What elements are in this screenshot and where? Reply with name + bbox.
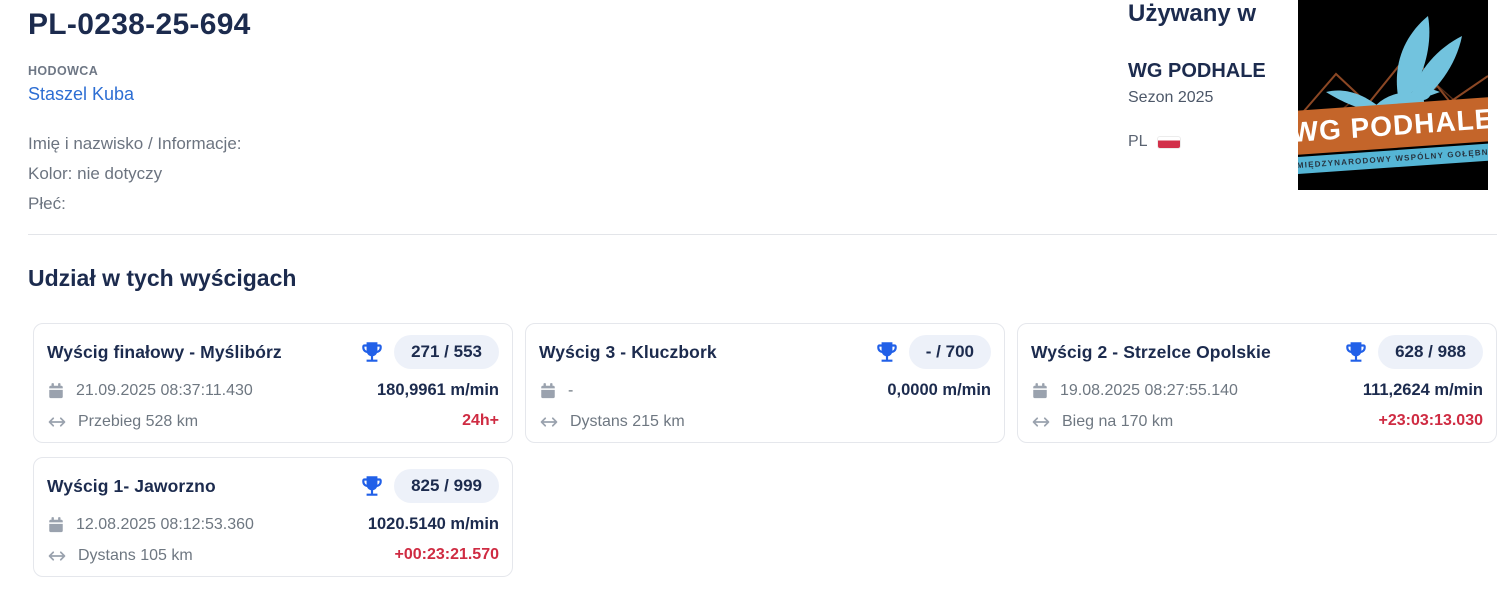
race-title: Wyścig finałowy - Myślibórz (47, 341, 282, 362)
double-arrow-icon (539, 415, 559, 429)
race-time-diff: 24h+ (462, 412, 499, 429)
mountains-outline (1298, 50, 1488, 119)
race-speed: 0,0000 m/min (887, 381, 991, 399)
country-row: PL (1128, 133, 1293, 151)
race-title: Wyścig 3 - Kluczbork (539, 341, 717, 362)
section-divider (28, 234, 1497, 235)
info-name-line: Imię i nazwisko / Informacje: (28, 134, 242, 153)
race-rank: - / 700 (874, 335, 991, 369)
race-card[interactable]: Wyścig 1- Jaworzno 825 / 999 (33, 457, 513, 577)
race-card-distance-row: Bieg na 170 km +23:03:13.030 (1031, 412, 1483, 431)
double-arrow-icon (1031, 415, 1051, 429)
race-card-title-row: Wyścig 1- Jaworzno 825 / 999 (47, 469, 499, 503)
race-datetime: 19.08.2025 08:27:55.140 (1060, 381, 1238, 399)
race-card-distance-row: Dystans 215 km (539, 412, 991, 431)
club-logo[interactable]: WG PODHALE MIĘDZYNARODOWY WSPÓLNY GOŁĘBN… (1298, 0, 1488, 190)
season-label: Sezon 2025 (1128, 89, 1214, 106)
rank-badge: 271 / 553 (394, 335, 499, 369)
race-card[interactable]: Wyścig finałowy - Myślibórz 271 / 553 (33, 323, 513, 443)
info-color-line: Kolor: nie dotyczy (28, 164, 163, 183)
race-datetime-wrap: - (539, 382, 573, 400)
race-time-diff: +23:03:13.030 (1378, 412, 1483, 429)
race-datetime: - (568, 381, 574, 399)
rank-badge: - / 700 (908, 335, 991, 369)
race-time-diff: +00:23:21.570 (394, 546, 499, 563)
race-card-title-row: Wyścig 2 - Strzelce Opolskie 628 / 988 (1031, 335, 1483, 369)
race-card-date-row: - 0,0000 m/min (539, 381, 991, 400)
rank-badge: 825 / 999 (394, 469, 499, 503)
trophy-icon (359, 473, 385, 499)
rank-badge: 628 / 988 (1378, 335, 1483, 369)
race-card-date-row: 19.08.2025 08:27:55.140 111,2624 m/min (1031, 381, 1483, 400)
race-datetime-wrap: 19.08.2025 08:27:55.140 (1031, 382, 1238, 400)
race-rank: 825 / 999 (359, 469, 499, 503)
race-card-distance-row: Dystans 105 km +00:23:21.570 (47, 546, 499, 565)
double-arrow-icon (47, 415, 67, 429)
calendar-icon (47, 516, 65, 534)
race-card[interactable]: Wyścig 2 - Strzelce Opolskie 628 / 988 (1017, 323, 1497, 443)
race-cards-grid: Wyścig finałowy - Myślibórz 271 / 553 (33, 323, 1497, 577)
race-datetime-wrap: 12.08.2025 08:12:53.360 (47, 516, 254, 534)
used-in-heading: Używany w (1128, 0, 1257, 27)
race-distance: Bieg na 170 km (1062, 412, 1174, 430)
page-title: PL-0238-25-694 (28, 8, 251, 41)
poland-flag-icon (1156, 135, 1181, 149)
breeder-link[interactable]: Staszel Kuba (28, 84, 135, 104)
trophy-icon (359, 339, 385, 365)
race-distance-wrap: Dystans 215 km (539, 413, 685, 431)
race-distance: Dystans 215 km (570, 412, 685, 430)
double-arrow-icon (47, 549, 67, 563)
calendar-icon (1031, 382, 1049, 400)
header: PL-0238-25-694 HODOWCA Staszel Kuba Imię… (28, 8, 1500, 228)
country-code: PL (1128, 133, 1148, 150)
race-card-distance-row: Przebieg 528 km 24h+ (47, 412, 499, 431)
calendar-icon (47, 382, 65, 400)
race-rank: 271 / 553 (359, 335, 499, 369)
race-distance: Dystans 105 km (78, 546, 193, 564)
breeder-label: HODOWCA (28, 64, 99, 78)
race-title: Wyścig 1- Jaworzno (47, 475, 216, 496)
race-datetime: 21.09.2025 08:37:11.430 (76, 381, 253, 399)
race-card-title-row: Wyścig 3 - Kluczbork - / 700 (539, 335, 991, 369)
race-distance-wrap: Bieg na 170 km (1031, 413, 1173, 431)
logo-banner-text: WG PODHALE (1298, 102, 1488, 149)
used-in-panel: Używany w WG PODHALE Sezon 2025 PL (1128, 0, 1293, 151)
race-speed: 1020.5140 m/min (367, 515, 499, 533)
calendar-icon (539, 382, 557, 400)
race-card-date-row: 21.09.2025 08:37:11.430 180,9961 m/min (47, 381, 499, 400)
trophy-icon (1343, 339, 1369, 365)
race-rank: 628 / 988 (1343, 335, 1483, 369)
race-title: Wyścig 2 - Strzelce Opolskie (1031, 341, 1271, 362)
race-distance-wrap: Dystans 105 km (47, 547, 193, 565)
race-speed: 111,2624 m/min (1362, 381, 1483, 399)
race-distance: Przebieg 528 km (78, 412, 199, 430)
race-datetime-wrap: 21.09.2025 08:37:11.430 (47, 382, 253, 400)
races-section-heading: Udział w tych wyścigach (28, 265, 297, 291)
race-speed: 180,9961 m/min (377, 381, 499, 399)
race-card[interactable]: Wyścig 3 - Kluczbork - / 700 (525, 323, 1005, 443)
race-card-date-row: 12.08.2025 08:12:53.360 1020.5140 m/min (47, 515, 499, 534)
race-distance-wrap: Przebieg 528 km (47, 413, 198, 431)
race-card-title-row: Wyścig finałowy - Myślibórz 271 / 553 (47, 335, 499, 369)
trophy-icon (874, 339, 900, 365)
pigeon-info: Imię i nazwisko / Informacje: Kolor: nie… (28, 129, 1500, 219)
info-sex-line: Płeć: (28, 194, 66, 213)
club-name: WG PODHALE (1128, 60, 1266, 82)
race-datetime: 12.08.2025 08:12:53.360 (76, 515, 254, 533)
